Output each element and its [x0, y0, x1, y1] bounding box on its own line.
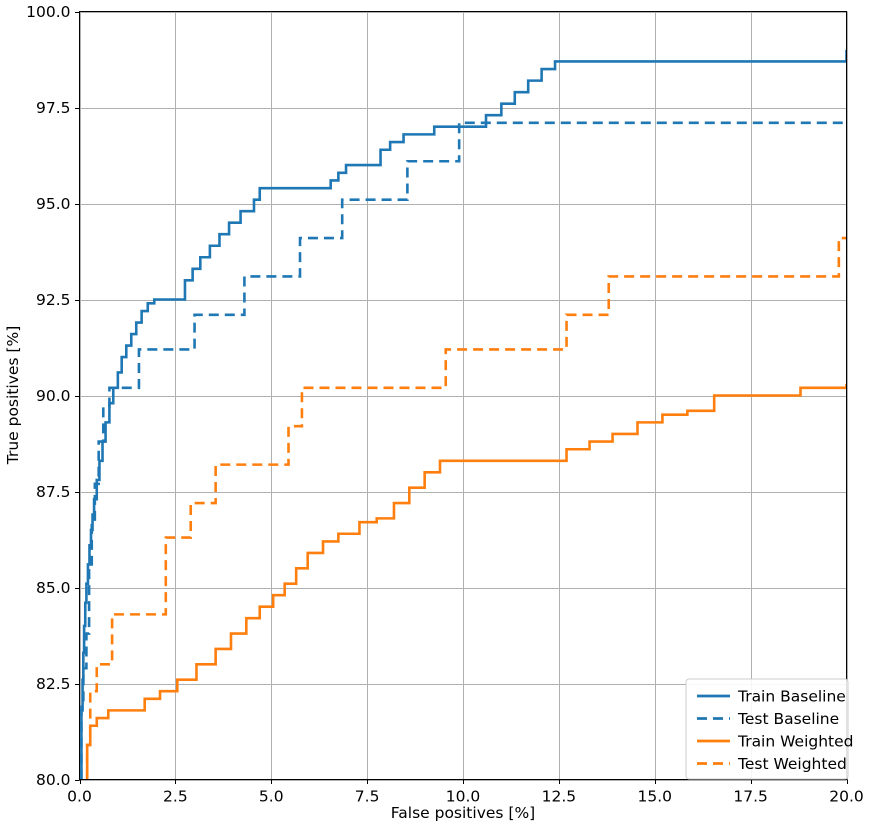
series-line-test-weighted: [85, 236, 847, 780]
legend-label-train-weighted[interactable]: Train Weighted: [737, 733, 854, 751]
xtick-labels-layer: 0.0 2.5 5.0 7.5 10.0 12.5 15.0 17.5 20.0: [67, 788, 864, 806]
x-tick-label: 17.5: [733, 788, 768, 806]
ytick-labels-layer: 80.0 82.5 85.0 87.5 90.0 92.5 95.0 97.5 100.0: [26, 3, 70, 789]
tickmarks-layer: [75, 11, 849, 784]
x-tick-label: 0.0: [67, 788, 92, 806]
legend-label-train-baseline[interactable]: Train Baseline: [737, 688, 846, 706]
y-tick-label: 82.5: [36, 675, 71, 693]
series-line-test-baseline: [80, 121, 847, 780]
y-tick-label: 97.5: [36, 99, 71, 117]
y-tick-label: 95.0: [36, 195, 71, 213]
y-tick-label: 90.0: [36, 387, 71, 405]
legend-label-test-weighted[interactable]: Test Weighted: [737, 755, 847, 773]
x-tick-label: 5.0: [259, 788, 284, 806]
series-line-train-weighted: [85, 383, 847, 780]
x-tick-label: 2.5: [163, 788, 188, 806]
y-tick-label: 87.5: [36, 483, 71, 501]
legend-label-test-baseline[interactable]: Test Baseline: [737, 710, 839, 728]
y-tick-label: 85.0: [36, 579, 71, 597]
x-tick-label: 20.0: [829, 788, 864, 806]
series-line-train-baseline: [80, 49, 847, 780]
legend-box: [685, 678, 849, 780]
x-tick-label: 10.0: [446, 788, 481, 806]
y-tick-label: 80.0: [36, 771, 71, 789]
series-layer: [80, 49, 847, 780]
x-tick-label: 12.5: [542, 788, 577, 806]
x-tick-label: 15.0: [637, 788, 672, 806]
x-axis-title: False positives [%]: [391, 804, 535, 822]
legend[interactable]: Train Baseline Test Baseline Train Weighte…: [685, 678, 854, 780]
y-tick-label: 100.0: [26, 3, 70, 21]
y-tick-label: 92.5: [36, 291, 71, 309]
axes-frame: [78, 10, 848, 781]
x-tick-label: 7.5: [355, 788, 380, 806]
y-axis-title: True positives [%]: [4, 326, 22, 465]
